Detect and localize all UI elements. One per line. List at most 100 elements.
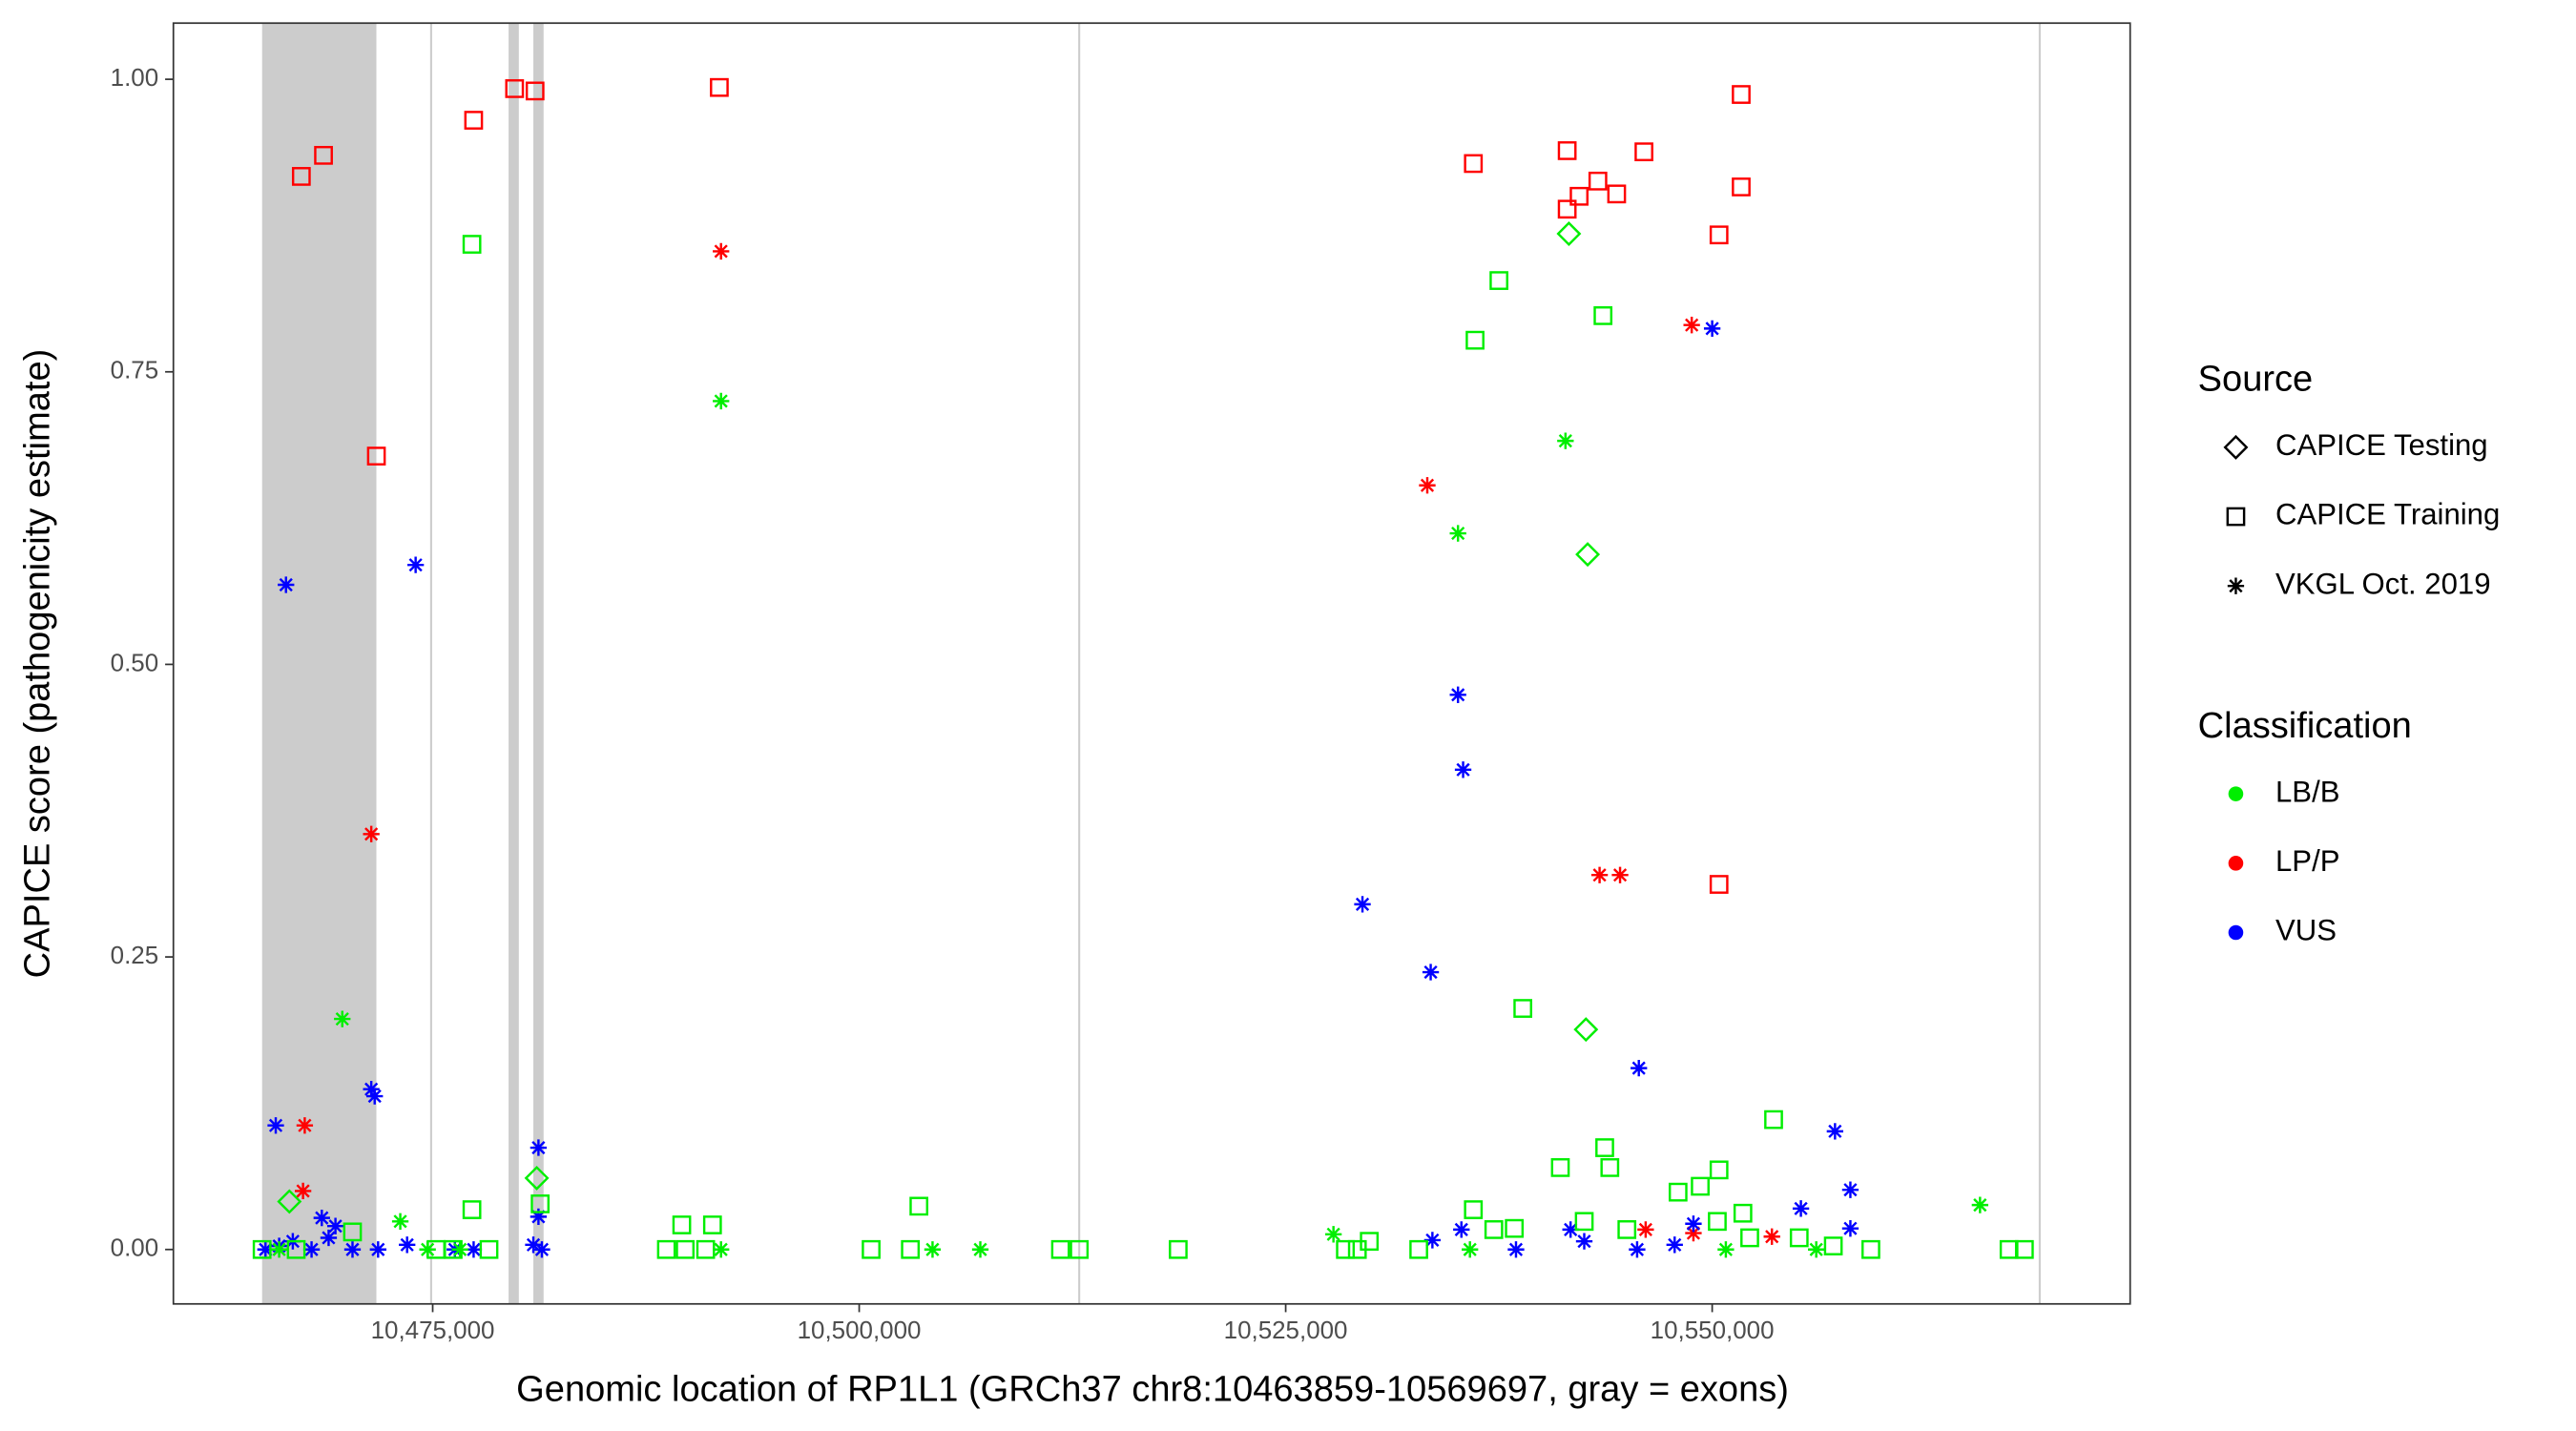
legend-entry: VUS	[2228, 914, 2337, 947]
point	[278, 576, 295, 593]
point	[530, 1194, 551, 1213]
point	[1462, 1241, 1479, 1258]
point	[1557, 199, 1577, 219]
point	[257, 1241, 274, 1258]
point	[713, 242, 730, 260]
point	[1823, 1236, 1843, 1255]
point	[369, 1241, 386, 1258]
point	[1709, 1160, 1729, 1180]
point	[713, 392, 730, 410]
point	[909, 1196, 929, 1216]
point	[343, 1222, 363, 1242]
point	[294, 1182, 312, 1200]
point	[313, 1209, 330, 1227]
point	[1593, 306, 1613, 325]
exon	[533, 23, 544, 1304]
point	[444, 1239, 463, 1259]
point	[525, 81, 545, 101]
point	[702, 1215, 722, 1234]
point	[1324, 1226, 1342, 1243]
x-tick-label: 10,475,000	[371, 1317, 495, 1344]
point	[1607, 184, 1627, 204]
point	[1449, 686, 1466, 703]
point	[1808, 1241, 1825, 1258]
point	[696, 1239, 716, 1259]
legend-title: Classification	[2198, 706, 2412, 746]
point	[1557, 432, 1574, 449]
exon	[261, 23, 377, 1304]
point	[1971, 1196, 1988, 1213]
point	[1569, 186, 1589, 206]
point	[1708, 1212, 1727, 1232]
point	[1513, 999, 1532, 1018]
point	[1861, 1239, 1880, 1259]
point	[1050, 1239, 1070, 1259]
point	[1763, 1228, 1780, 1245]
point	[1732, 85, 1751, 104]
legend-entry: LP/P	[2228, 844, 2339, 878]
point	[924, 1241, 942, 1258]
legend-symbol	[2227, 577, 2245, 594]
point	[1573, 1017, 1599, 1043]
point	[1789, 1228, 1809, 1248]
legend-symbol	[2226, 507, 2246, 527]
point	[1562, 1221, 1579, 1238]
point	[533, 1241, 551, 1258]
point	[1666, 1236, 1683, 1254]
point	[1453, 1221, 1470, 1238]
point	[710, 77, 729, 97]
point	[530, 1208, 548, 1226]
x-axis-title: Genomic location of RP1L1 (GRCh37 chr8:1…	[516, 1370, 1789, 1410]
point	[1070, 1239, 1090, 1259]
point	[314, 145, 333, 165]
point	[267, 1117, 284, 1134]
point	[1717, 1241, 1735, 1258]
point	[1637, 1221, 1654, 1238]
point	[1454, 761, 1472, 778]
point	[1484, 1220, 1504, 1239]
x-tick-label: 10,550,000	[1651, 1317, 1775, 1344]
point	[1465, 330, 1485, 350]
point	[1691, 1176, 1710, 1196]
legend-label: LP/P	[2275, 844, 2339, 878]
point	[656, 1239, 676, 1259]
point	[326, 1217, 344, 1234]
x-tick-label: 10,525,000	[1224, 1317, 1348, 1344]
point	[1575, 1233, 1593, 1250]
point	[1764, 1110, 1783, 1130]
point	[1419, 477, 1436, 494]
point	[462, 235, 482, 254]
point	[1574, 1212, 1594, 1232]
point	[1999, 1239, 2019, 1259]
point	[1505, 1218, 1525, 1238]
point	[1336, 1239, 1356, 1259]
point	[1489, 271, 1508, 290]
point	[334, 1010, 351, 1027]
point	[277, 1189, 302, 1214]
legend-symbol	[2223, 434, 2249, 460]
point	[1449, 525, 1466, 542]
point	[2014, 1239, 2034, 1259]
point	[296, 1117, 314, 1134]
point	[1354, 896, 1371, 913]
point	[971, 1241, 989, 1258]
exon	[1078, 23, 1081, 1304]
point	[1668, 1182, 1688, 1202]
point	[343, 1241, 362, 1258]
plot-border	[172, 22, 2131, 1305]
point	[270, 1241, 288, 1258]
point	[451, 1241, 468, 1258]
point	[713, 1241, 730, 1258]
point	[1409, 1239, 1428, 1259]
y-tick-label: 0.25	[111, 943, 158, 969]
point	[1740, 1228, 1759, 1248]
point	[1464, 154, 1484, 174]
exon	[2038, 23, 2041, 1304]
legend-entry: CAPICE Testing	[2223, 428, 2488, 462]
point	[464, 111, 484, 130]
point	[525, 1236, 542, 1254]
point	[1683, 317, 1700, 334]
point	[862, 1239, 881, 1259]
legend-symbol	[2228, 786, 2244, 801]
